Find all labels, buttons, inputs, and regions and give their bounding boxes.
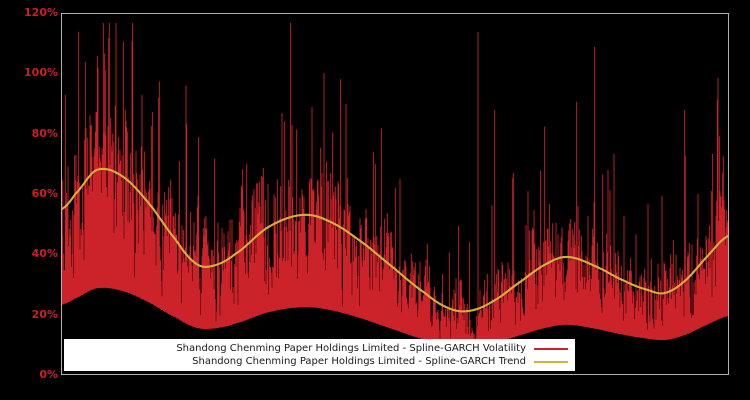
y-tick-label: 0%	[39, 368, 58, 381]
legend-label-volatility: Shandong Chenming Paper Holdings Limited…	[176, 342, 526, 354]
legend-item-trend: Shandong Chenming Paper Holdings Limited…	[65, 355, 574, 368]
legend-swatch-trend	[534, 360, 568, 363]
volatility-series	[62, 23, 728, 348]
trend-series	[62, 167, 728, 313]
legend-swatch-volatility	[534, 347, 568, 350]
y-tick-label: 100%	[24, 66, 58, 80]
volatility-line	[62, 23, 728, 348]
y-tick-label: 40%	[31, 247, 58, 261]
legend-label-trend: Shandong Chenming Paper Holdings Limited…	[192, 355, 526, 367]
trend-line	[62, 167, 728, 313]
y-tick-label: 120%	[24, 6, 58, 19]
y-axis: 120% 100% 80% 60% 40% 20% 0%	[0, 0, 58, 400]
y-tick-label: 20%	[31, 307, 58, 321]
plot-area	[61, 13, 729, 375]
y-tick-label: 60%	[31, 187, 58, 200]
plot-canvas	[62, 23, 728, 348]
chart-legend: Shandong Chenming Paper Holdings Limited…	[64, 339, 575, 371]
y-tick-label: 80%	[31, 126, 58, 140]
legend-item-volatility: Shandong Chenming Paper Holdings Limited…	[65, 342, 574, 355]
